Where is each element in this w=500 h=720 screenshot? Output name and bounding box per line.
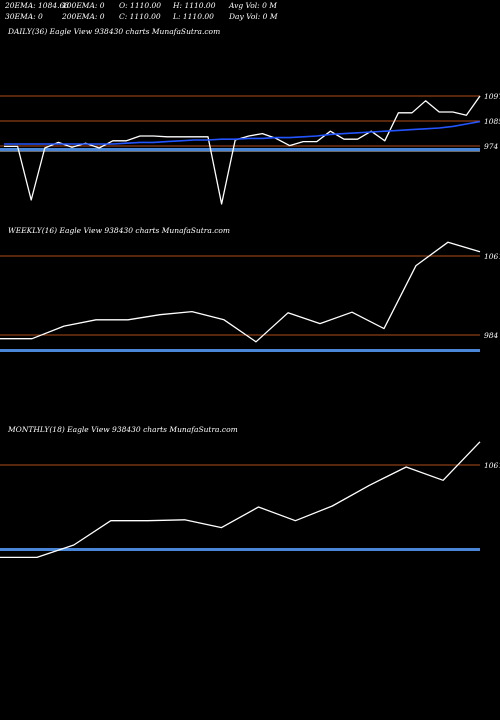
level-label-1097: 1097 xyxy=(484,92,500,101)
band-rect xyxy=(0,548,480,551)
daily-panel-title: DAILY(36) Eagle View 938430 charts Munaf… xyxy=(7,27,220,36)
monthly-panel: 1061 xyxy=(0,441,500,559)
ema200-label: 200EMA: 0 xyxy=(61,12,105,21)
ema100-label: 100EMA: 0 xyxy=(62,1,105,10)
ema-line xyxy=(4,120,481,145)
band-rect xyxy=(0,148,480,151)
open-label: O: 1110.00 xyxy=(119,1,161,10)
level-label-984: 984 xyxy=(484,331,499,340)
level-label-974: 974 xyxy=(484,142,499,151)
close-label: C: 1110.00 xyxy=(119,12,161,21)
level-label-1061: 1061 xyxy=(484,252,500,261)
level-label-1061: 1061 xyxy=(484,461,500,470)
high-label: H: 1110.00 xyxy=(172,1,216,10)
ema20-label: 20EMA: 1084.68 xyxy=(4,1,69,10)
price-line xyxy=(0,441,481,559)
ema30-label: 30EMA: 0 xyxy=(5,12,43,21)
band-rect xyxy=(0,349,480,352)
daily-panel: 1097 1085 974 xyxy=(0,92,500,205)
price-line xyxy=(0,241,481,343)
weekly-panel: 1061 984 xyxy=(0,241,500,352)
low-label: L: 1110.00 xyxy=(172,12,214,21)
day-vol-label: Day Vol: 0 M xyxy=(228,12,278,21)
monthly-panel-title: MONTHLY(18) Eagle View 938430 charts Mun… xyxy=(7,425,238,434)
level-label-1085: 1085 xyxy=(484,117,500,126)
avg-vol-label: Avg Vol: 0 M xyxy=(228,1,277,10)
weekly-panel-title: WEEKLY(16) Eagle View 938430 charts Muna… xyxy=(8,226,230,235)
band-shadow xyxy=(0,151,480,152)
